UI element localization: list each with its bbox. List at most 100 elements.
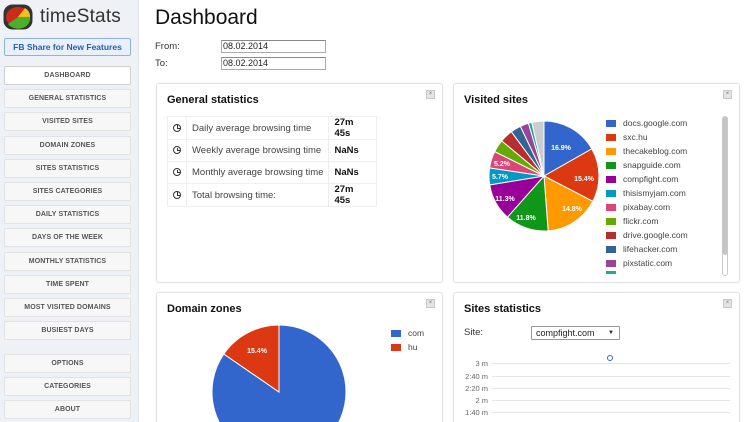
sidebar-item-dashboard[interactable]: DASHBOARD: [4, 66, 131, 85]
panel-title: General statistics: [167, 94, 259, 106]
site-select[interactable]: compfight.com ▼: [531, 326, 620, 340]
legend-swatch: [606, 217, 616, 225]
legend-label: pixstatic.com: [623, 258, 673, 268]
legend-swatch: [606, 175, 616, 183]
legend-swatch: [606, 231, 616, 239]
legend-item[interactable]: thisismyjam.com: [606, 186, 688, 200]
legend-item[interactable]: thecakeblog.com: [606, 144, 688, 158]
table-row: Weekly average browsing time NaNs: [167, 139, 378, 162]
clock-icon: [173, 146, 181, 155]
general-statistics-panel: General statistics × Daily average brows…: [156, 83, 443, 283]
y-tick: 2 m: [475, 396, 488, 405]
general-statistics-table: Daily average browsing time 27m 45s Week…: [167, 116, 378, 207]
logo: timeStats: [3, 4, 121, 30]
gridline: [492, 376, 730, 377]
svg-text:11.3%: 11.3%: [495, 196, 515, 203]
legend-label: lifehacker.com: [623, 244, 678, 254]
stat-value: NaNs: [328, 139, 378, 162]
clock-icon: [173, 168, 181, 177]
site-select-value: compfight.com: [536, 328, 595, 338]
sidebar-item-sites-statistics[interactable]: SITES STATISTICS: [4, 158, 131, 178]
scrollbar-thumb[interactable]: [723, 117, 727, 255]
sidebar-item-about[interactable]: ABOUT: [4, 400, 131, 420]
svg-text:5.7%: 5.7%: [492, 174, 509, 181]
y-tick: 2:20 m: [465, 384, 488, 393]
svg-text:14.8%: 14.8%: [562, 206, 583, 213]
dropdown-arrow-icon: ▼: [608, 330, 614, 336]
stat-value: 27m 45s: [328, 183, 378, 207]
legend-swatch: [606, 147, 616, 155]
gridline: [492, 388, 730, 389]
legend-label: drive.google.com: [623, 230, 688, 240]
legend-scrollbar[interactable]: [722, 116, 728, 276]
legend-label: thecakeblog.com: [623, 146, 688, 156]
legend-swatch: [606, 271, 616, 274]
sidebar-item-categories[interactable]: CATEGORIES: [4, 377, 131, 397]
legend-item[interactable]: flickr.com: [606, 214, 688, 228]
close-icon[interactable]: ×: [723, 299, 732, 308]
visited-sites-legend: docs.google.com sxc.hu thecakeblog.com s…: [606, 116, 688, 275]
pie-logo-icon: [3, 4, 33, 30]
sidebar-item-monthly-statistics[interactable]: MONTHLY STATISTICS: [4, 251, 131, 271]
sidebar-item-time-spent[interactable]: TIME SPENT: [4, 274, 131, 294]
legend-label: snapguide.com: [623, 160, 681, 170]
close-icon[interactable]: ×: [426, 90, 435, 99]
y-tick: 3 m: [475, 359, 488, 368]
clock-icon: [173, 190, 181, 199]
svg-text:16.9%: 16.9%: [551, 145, 572, 152]
legend-swatch: [391, 343, 401, 351]
legend-item[interactable]: sxc.hu: [606, 130, 688, 144]
legend-item[interactable]: com: [391, 326, 424, 340]
legend-item[interactable]: lifehacker.com: [606, 242, 688, 256]
legend-swatch: [606, 259, 616, 267]
sidebar-item-busiest-days[interactable]: BUSIEST DAYS: [4, 321, 131, 341]
domain-zones-pie-chart: 15.4%: [211, 324, 347, 422]
from-label: From:: [155, 41, 180, 52]
stat-value: 27m 45s: [328, 116, 378, 140]
sites-statistics-panel: Sites statistics × Site: compfight.com ▼…: [453, 292, 740, 422]
sidebar-item-options[interactable]: OPTIONS: [4, 354, 131, 373]
stat-label: Daily average browsing time: [185, 116, 330, 140]
legend-label: pixabay.com: [623, 202, 671, 212]
close-icon[interactable]: ×: [723, 90, 732, 99]
sidebar-item-days-of-the-week[interactable]: DAYS OF THE WEEK: [4, 228, 131, 248]
to-date-input[interactable]: 08.02.2014: [221, 57, 326, 70]
legend-swatch: [606, 189, 616, 197]
legend-item[interactable]: [606, 270, 688, 275]
legend-item[interactable]: hu: [391, 340, 424, 354]
legend-item[interactable]: docs.google.com: [606, 116, 688, 130]
sidebar-nav: DASHBOARD GENERAL STATISTICS VISITED SIT…: [4, 66, 131, 344]
legend-item[interactable]: pixstatic.com: [606, 256, 688, 270]
legend-label: hu: [408, 342, 418, 352]
legend-swatch: [606, 133, 616, 141]
legend-swatch: [606, 119, 616, 127]
table-row: Total browsing time: 27m 45s: [167, 183, 378, 207]
stat-label: Monthly average browsing time: [185, 161, 330, 184]
from-date-input[interactable]: 08.02.2014: [221, 40, 326, 53]
svg-text:15.4%: 15.4%: [247, 348, 268, 355]
sidebar-item-sites-categories[interactable]: SITES CATEGORIES: [4, 181, 131, 201]
close-icon[interactable]: ×: [426, 299, 435, 308]
legend-item[interactable]: pixabay.com: [606, 200, 688, 214]
domain-zones-legend: com hu: [391, 326, 424, 354]
panel-title: Visited sites: [464, 94, 528, 106]
sidebar-item-daily-statistics[interactable]: DAILY STATISTICS: [4, 205, 131, 225]
sidebar-item-domain-zones[interactable]: DOMAIN ZONES: [4, 135, 131, 155]
sidebar-item-visited-sites[interactable]: VISITED SITES: [4, 112, 131, 132]
legend-item[interactable]: drive.google.com: [606, 228, 688, 242]
sidebar-item-most-visited-domains[interactable]: MOST VISITED DOMAINS: [4, 297, 131, 317]
sidebar-item-general-statistics[interactable]: GENERAL STATISTICS: [4, 89, 131, 109]
fb-share-button[interactable]: FB Share for New Features: [4, 38, 131, 56]
panel-title: Sites statistics: [464, 303, 542, 315]
visited-sites-panel: Visited sites × 16.9% 15.4% 1: [453, 83, 740, 283]
legend-item[interactable]: snapguide.com: [606, 158, 688, 172]
table-row: Monthly average browsing time NaNs: [167, 161, 378, 184]
legend-label: com: [408, 328, 425, 338]
data-point[interactable]: [607, 355, 613, 361]
legend-item[interactable]: compfight.com: [606, 172, 688, 186]
y-tick: 1:40 m: [465, 408, 488, 417]
to-label: To:: [155, 58, 168, 69]
page-title: Dashboard: [155, 6, 258, 29]
visited-sites-pie-chart: 16.9% 15.4% 14.8% 11.8% 11.3% 5.7% 5.2%: [488, 120, 600, 232]
legend-swatch: [391, 329, 401, 337]
